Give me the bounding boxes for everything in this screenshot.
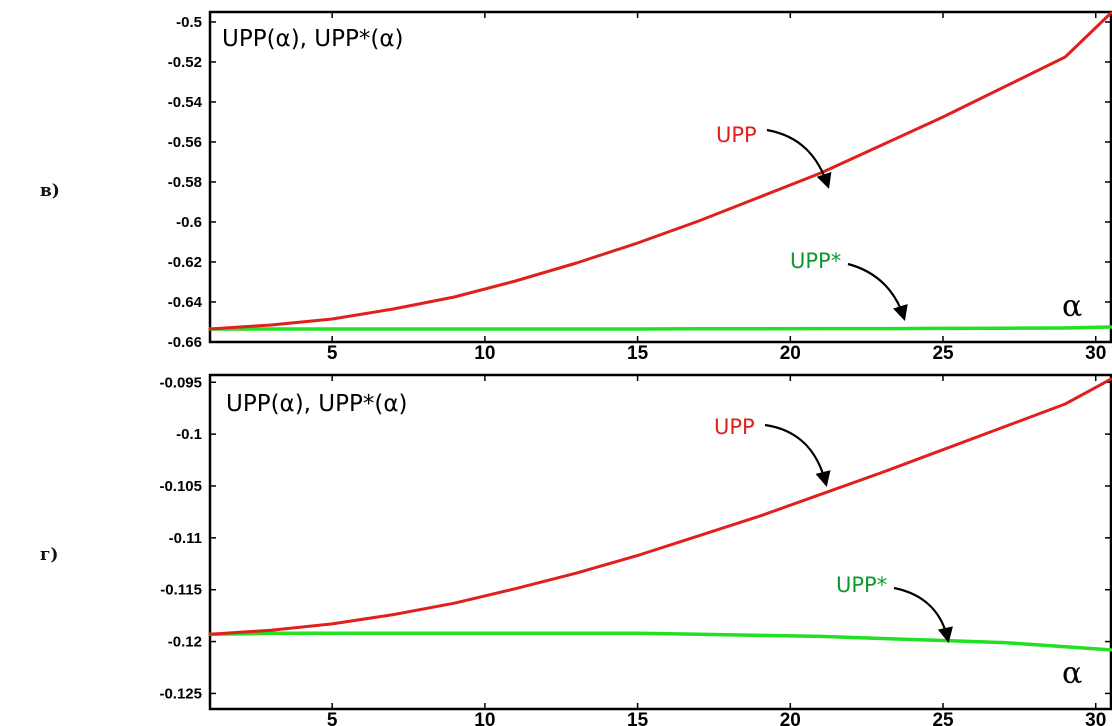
upp-annotation: UPP <box>716 123 757 147</box>
y-tick-label: -0.125 <box>159 685 202 702</box>
series-lines <box>208 11 1112 331</box>
upp-series-line <box>208 377 1112 636</box>
plot-frame <box>208 10 1112 344</box>
upp-star-arrow <box>847 262 908 321</box>
x-axis-symbol: α <box>1062 656 1082 691</box>
y-tick-label: -0.6 <box>176 214 202 231</box>
upp-star-series-line <box>208 631 1112 652</box>
x-tick-label: 15 <box>627 343 649 364</box>
y-tick-label: -0.56 <box>168 134 202 151</box>
y-tick-label: -0.66 <box>168 334 202 351</box>
x-tick-label: 5 <box>327 343 338 364</box>
upp-series-line <box>208 11 1112 331</box>
x-tick-label: 5 <box>327 710 338 726</box>
plot-frame <box>208 373 1112 711</box>
upp-arrow <box>766 128 832 189</box>
y-tick-label: -0.58 <box>168 174 202 191</box>
y-tick-label: -0.115 <box>160 582 202 599</box>
upp-arrow <box>764 423 831 487</box>
axis-ticks: -0.095 -0.1 -0.105 -0.11 -0.115 -0.12 -0.125 5 1… <box>159 374 1111 726</box>
x-tick-label: 15 <box>627 710 649 726</box>
upp-annotation: UPP <box>714 415 755 439</box>
x-tick-label: 30 <box>1085 710 1106 726</box>
axis-ticks: -0.5 -0.52 -0.54 -0.56 -0.58 -0.6 -0.62 -0.64 -0… <box>168 12 1111 364</box>
x-tick-label: 10 <box>474 343 495 364</box>
upp-star-series-line <box>208 325 1112 331</box>
x-axis-symbol: α <box>1062 289 1082 324</box>
x-tick-label: 20 <box>780 710 801 726</box>
y-tick-label: -0.64 <box>168 294 203 311</box>
y-tick-label: -0.11 <box>169 530 202 547</box>
series-lines <box>208 377 1112 652</box>
y-tick-label: -0.62 <box>168 254 202 271</box>
panel-label: г) <box>40 545 58 565</box>
y-tick-label: -0.54 <box>168 94 203 111</box>
x-tick-label: 25 <box>932 343 954 364</box>
x-tick-label: 30 <box>1085 343 1106 364</box>
y-tick-label: -0.1 <box>176 426 202 443</box>
chart-panel-v: в) -0.5 -0.52 -0.54 -0.56 -0.58 -0.6 -0.62 -0.6… <box>40 10 1112 364</box>
upp-star-arrow <box>893 586 953 644</box>
y-tick-label: -0.12 <box>168 634 202 651</box>
upp-star-annotation: UPP* <box>836 573 887 597</box>
chart-title: UPP(α), UPP*(α) <box>226 391 407 417</box>
y-tick-label: -0.105 <box>159 478 202 495</box>
panel-label: в) <box>40 181 60 201</box>
y-tick-label: -0.5 <box>176 14 202 31</box>
x-tick-label: 20 <box>780 343 801 364</box>
chart-panel-g: г) -0.095 -0.1 -0.105 -0.11 -0.115 -0.12 -0.12… <box>40 373 1112 726</box>
chart-title: UPP(α), UPP*(α) <box>222 26 403 52</box>
y-tick-label: -0.52 <box>168 54 202 71</box>
x-tick-label: 10 <box>474 710 495 726</box>
y-tick-label: -0.095 <box>159 374 202 391</box>
upp-star-annotation: UPP* <box>790 249 841 273</box>
x-tick-label: 25 <box>932 710 954 726</box>
